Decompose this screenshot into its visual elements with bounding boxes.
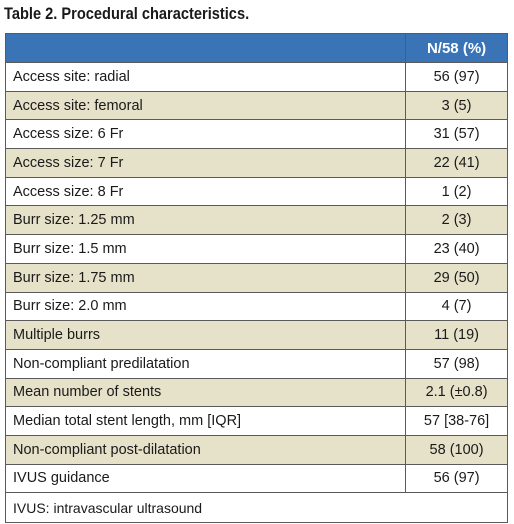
table-body: Access site: radial 56 (97) Access site:…: [4, 62, 508, 494]
table-row: Burr size: 1.25 mm 2 (3): [4, 205, 508, 236]
row-label: Burr size: 2.0 mm: [4, 291, 407, 322]
row-label: Access site: femoral: [4, 90, 407, 121]
row-value: 29 (50): [405, 262, 508, 293]
table-header-row: N/58 (%): [4, 33, 508, 63]
row-label: Access site: radial: [4, 62, 407, 92]
row-label: Access size: 8 Fr: [4, 176, 407, 207]
table-row: Non-compliant post-dilatation 58 (100): [4, 434, 508, 465]
row-label: Median total stent length, mm [IQR]: [4, 406, 407, 436]
table-row: Burr size: 2.0 mm 4 (7): [4, 291, 508, 322]
table-footnote: IVUS: intravascular ultrasound: [5, 492, 508, 524]
table-row: Burr size: 1.5 mm 23 (40): [4, 234, 508, 264]
table-row: Non-compliant predilatation 57 (98): [4, 348, 508, 379]
table-row: Burr size: 1.75 mm 29 (50): [4, 262, 508, 293]
table-row: Median total stent length, mm [IQR] 57 […: [4, 406, 508, 436]
row-value: 58 (100): [405, 434, 508, 465]
row-value: 56 (97): [405, 463, 508, 494]
row-label: Burr size: 1.75 mm: [4, 262, 407, 293]
table-row: Multiple burrs 11 (19): [4, 320, 508, 350]
row-value: 2 (3): [405, 205, 508, 236]
row-label: Multiple burrs: [4, 320, 407, 350]
header-label-cell: [4, 33, 407, 63]
row-label: Non-compliant predilatation: [4, 348, 407, 379]
table-row: Access site: femoral 3 (5): [4, 90, 508, 121]
row-value: 1 (2): [405, 176, 508, 207]
header-value-cell: N/58 (%): [405, 33, 508, 63]
table-caption: Table 2. Procedural characteristics.: [4, 4, 250, 23]
row-label: Burr size: 1.25 mm: [4, 205, 407, 236]
table-row: Access site: radial 56 (97): [4, 62, 508, 92]
row-value: 31 (57): [405, 119, 508, 150]
table-row: Access size: 6 Fr 31 (57): [4, 119, 508, 150]
table-footnote-row: IVUS: intravascular ultrasound: [5, 492, 508, 524]
table-row: Access size: 7 Fr 22 (41): [4, 148, 508, 178]
table-row: Access size: 8 Fr 1 (2): [4, 176, 508, 207]
row-value: 11 (19): [405, 320, 508, 350]
row-label: Mean number of stents: [4, 377, 407, 408]
row-value: 22 (41): [405, 148, 508, 178]
row-value: 3 (5): [405, 90, 508, 121]
row-label: Burr size: 1.5 mm: [4, 234, 407, 264]
row-value: 56 (97): [405, 62, 508, 92]
procedural-characteristics-table: N/58 (%) Access site: radial 56 (97) Acc…: [4, 33, 508, 524]
row-value: 4 (7): [405, 291, 508, 322]
table-row: Mean number of stents 2.1 (±0.8): [4, 377, 508, 408]
row-value: 23 (40): [405, 234, 508, 264]
row-value: 57 (98): [405, 348, 508, 379]
row-label: Non-compliant post-dilatation: [4, 434, 407, 465]
row-label: Access size: 7 Fr: [4, 148, 407, 178]
row-label: IVUS guidance: [4, 463, 407, 494]
table-row: IVUS guidance 56 (97): [4, 463, 508, 494]
row-value: 2.1 (±0.8): [405, 377, 508, 408]
row-value: 57 [38-76]: [405, 406, 508, 436]
row-label: Access size: 6 Fr: [4, 119, 407, 150]
